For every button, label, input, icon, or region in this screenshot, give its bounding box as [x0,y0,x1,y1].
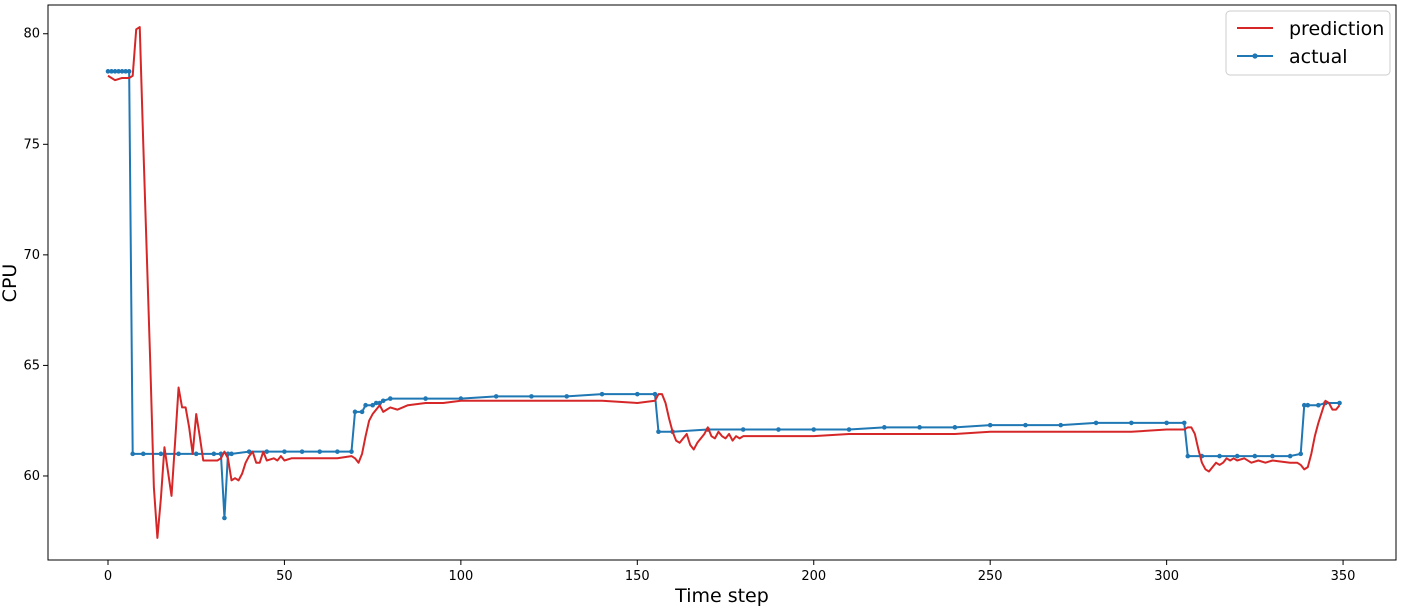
point-actual-33 [458,396,464,401]
series-prediction [107,26,1341,539]
point-actual-34 [493,394,499,399]
point-actual-47 [882,425,887,430]
point-actual-17 [246,449,252,454]
point-actual-6 [126,69,132,74]
point-actual-50 [987,422,993,428]
point-actual-10 [176,451,181,457]
point-actual-55 [1164,420,1169,426]
point-actual-8 [140,451,146,457]
point-actual-22 [335,449,340,454]
point-actual-56 [1181,420,1187,426]
y-tick-label-80: 80 [23,27,40,42]
y-axis-label: CPU [0,264,21,303]
point-actual-16 [229,451,234,457]
point-actual-49 [952,425,958,430]
point-actual-26 [363,402,368,408]
point-actual-4 [119,69,125,74]
point-actual-45 [811,427,817,432]
x-tick-label-50: 50 [276,569,293,584]
point-actual-59 [1217,453,1222,459]
point-actual-29 [377,400,383,406]
legend: prediction actual [1225,10,1391,76]
point-actual-23 [349,449,354,454]
point-actual-51 [1023,422,1028,428]
y-tick-label-75: 75 [23,137,40,152]
x-axis-label: Time step [674,585,769,607]
point-actual-44 [776,427,781,432]
point-actual-39 [652,391,658,397]
point-actual-32 [423,396,428,401]
point-actual-24 [352,409,358,415]
point-actual-12 [211,451,217,457]
point-actual-3 [116,69,121,74]
point-actual-57 [1185,453,1191,459]
point-actual-46 [846,427,852,432]
point-actual-36 [564,394,570,399]
series-line-prediction [107,26,1341,539]
y-tick-label-60: 60 [23,469,40,484]
x-tick-label-250: 250 [978,569,1003,584]
point-actual-64 [1298,451,1304,457]
legend-marker-actual [1252,53,1258,59]
point-actual-27 [370,402,375,408]
point-actual-67 [1316,402,1321,408]
y-tick-label-65: 65 [23,358,40,373]
series-actual [105,69,1342,521]
point-actual-9 [158,451,164,457]
point-actual-37 [599,391,605,397]
point-actual-30 [380,398,386,404]
y-tick-label-70: 70 [23,248,40,263]
series [105,26,1342,539]
point-actual-62 [1270,453,1275,459]
point-actual-66 [1305,402,1311,408]
point-actual-28 [373,400,379,406]
point-actual-14 [222,515,227,521]
point-actual-48 [917,425,922,430]
point-actual-60 [1234,453,1240,459]
point-actual-25 [359,409,365,415]
point-actual-20 [299,449,305,454]
point-actual-65 [1301,402,1307,408]
x-tick-label-150: 150 [625,569,650,584]
x-tick-label-100: 100 [448,569,473,584]
legend-label-prediction: prediction [1289,18,1384,40]
point-actual-35 [529,394,534,399]
legend-label-actual: actual [1289,46,1348,68]
ticks: 0 50 100 150 200 250 300 350 60 65 70 75 80 [23,27,1355,584]
point-actual-53 [1093,420,1099,426]
plot-frame [47,4,1397,561]
point-actual-69 [1337,400,1342,406]
point-actual-31 [387,396,393,401]
point-actual-61 [1252,453,1258,459]
point-actual-2 [112,69,118,74]
point-actual-5 [123,69,128,74]
point-actual-43 [740,427,746,432]
series-line-actual [107,70,1340,519]
x-tick-label-300: 300 [1154,569,1179,584]
x-tick-label-350: 350 [1331,569,1356,584]
point-actual-19 [282,449,287,454]
point-actual-18 [264,449,270,454]
point-actual-1 [109,69,114,74]
x-tick-label-0: 0 [104,569,112,584]
point-actual-54 [1129,420,1134,426]
point-actual-52 [1058,422,1064,428]
point-actual-7 [130,451,135,457]
point-actual-40 [656,429,661,435]
x-tick-label-200: 200 [801,569,826,584]
point-actual-63 [1287,453,1293,459]
point-actual-38 [635,391,640,397]
point-actual-11 [193,451,199,457]
point-actual-21 [317,449,323,454]
point-actual-0 [105,69,111,74]
